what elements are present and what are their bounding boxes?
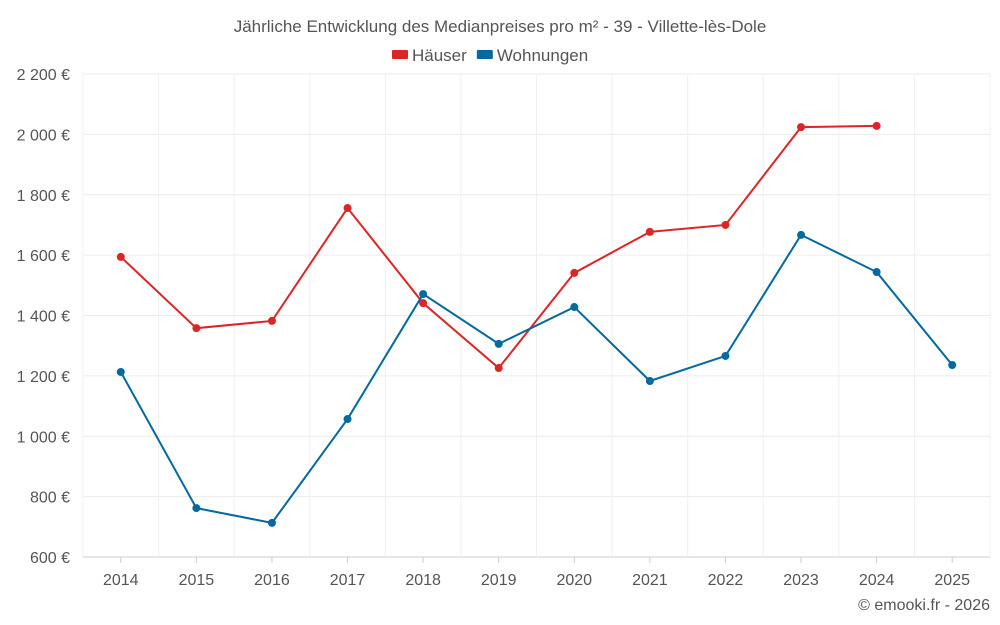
x-tick-label: 2025 (934, 572, 970, 589)
data-point (192, 504, 201, 513)
x-tick-label: 2016 (254, 572, 290, 589)
data-point (419, 290, 428, 299)
credit: © emooki.fr - 2026 (858, 597, 990, 614)
legend-label: Häuser (412, 46, 467, 65)
y-tick-label: 2 000 € (17, 127, 70, 144)
y-tick-label: 1 200 € (17, 369, 70, 386)
data-point (645, 227, 654, 236)
x-tick-label: 2018 (405, 572, 441, 589)
legend-swatch (476, 50, 493, 59)
y-tick-label: 2 200 € (17, 67, 70, 84)
series-layer (116, 121, 957, 527)
data-point (570, 268, 579, 277)
data-point (116, 367, 125, 376)
data-point (872, 268, 881, 277)
y-tick-label: 1 600 € (17, 248, 70, 265)
data-point (797, 230, 806, 239)
data-point (721, 220, 730, 229)
x-tick-label: 2021 (632, 572, 668, 589)
data-point (948, 361, 957, 370)
x-tick-label: 2014 (103, 572, 139, 589)
data-point (645, 377, 654, 386)
y-axis: 600 € 800 € 1 000 € 1 200 € 1 400 € 1 600 € 1 … (17, 67, 70, 567)
data-point (116, 252, 125, 261)
x-tick-label: 2022 (708, 572, 744, 589)
x-tick-label: 2017 (330, 572, 366, 589)
data-point (721, 351, 730, 360)
x-tick-label: 2023 (783, 572, 819, 589)
data-point (494, 364, 503, 373)
grid (82, 73, 991, 558)
legend-label: Wohnungen (497, 46, 588, 65)
data-point (872, 121, 881, 130)
data-point (494, 339, 503, 348)
legend: Häuser Wohnungen (392, 46, 588, 65)
x-tick-label: 2019 (481, 572, 517, 589)
data-point (419, 299, 428, 308)
series-line-wohnungen (119, 233, 953, 524)
x-tick-label: 2020 (556, 572, 592, 589)
data-point (570, 303, 579, 312)
x-axis: 2014 2015 2016 2017 2018 2019 2020 2021 2022 2023… (103, 557, 970, 589)
data-point (343, 415, 352, 424)
data-point (797, 123, 806, 132)
data-point (267, 518, 276, 527)
y-tick-label: 1 000 € (17, 429, 70, 446)
y-tick-label: 800 € (30, 490, 70, 507)
y-tick-label: 1 400 € (17, 309, 70, 326)
data-point (267, 316, 276, 325)
x-tick-label: 2015 (179, 572, 215, 589)
data-point (192, 324, 201, 333)
x-tick-label: 2024 (859, 572, 895, 589)
legend-swatch (392, 50, 408, 59)
chart-title: Jährliche Entwicklung des Medianpreises … (234, 17, 767, 36)
data-point (343, 204, 352, 213)
y-tick-label: 1 800 € (17, 188, 70, 205)
y-tick-label: 600 € (30, 550, 70, 567)
